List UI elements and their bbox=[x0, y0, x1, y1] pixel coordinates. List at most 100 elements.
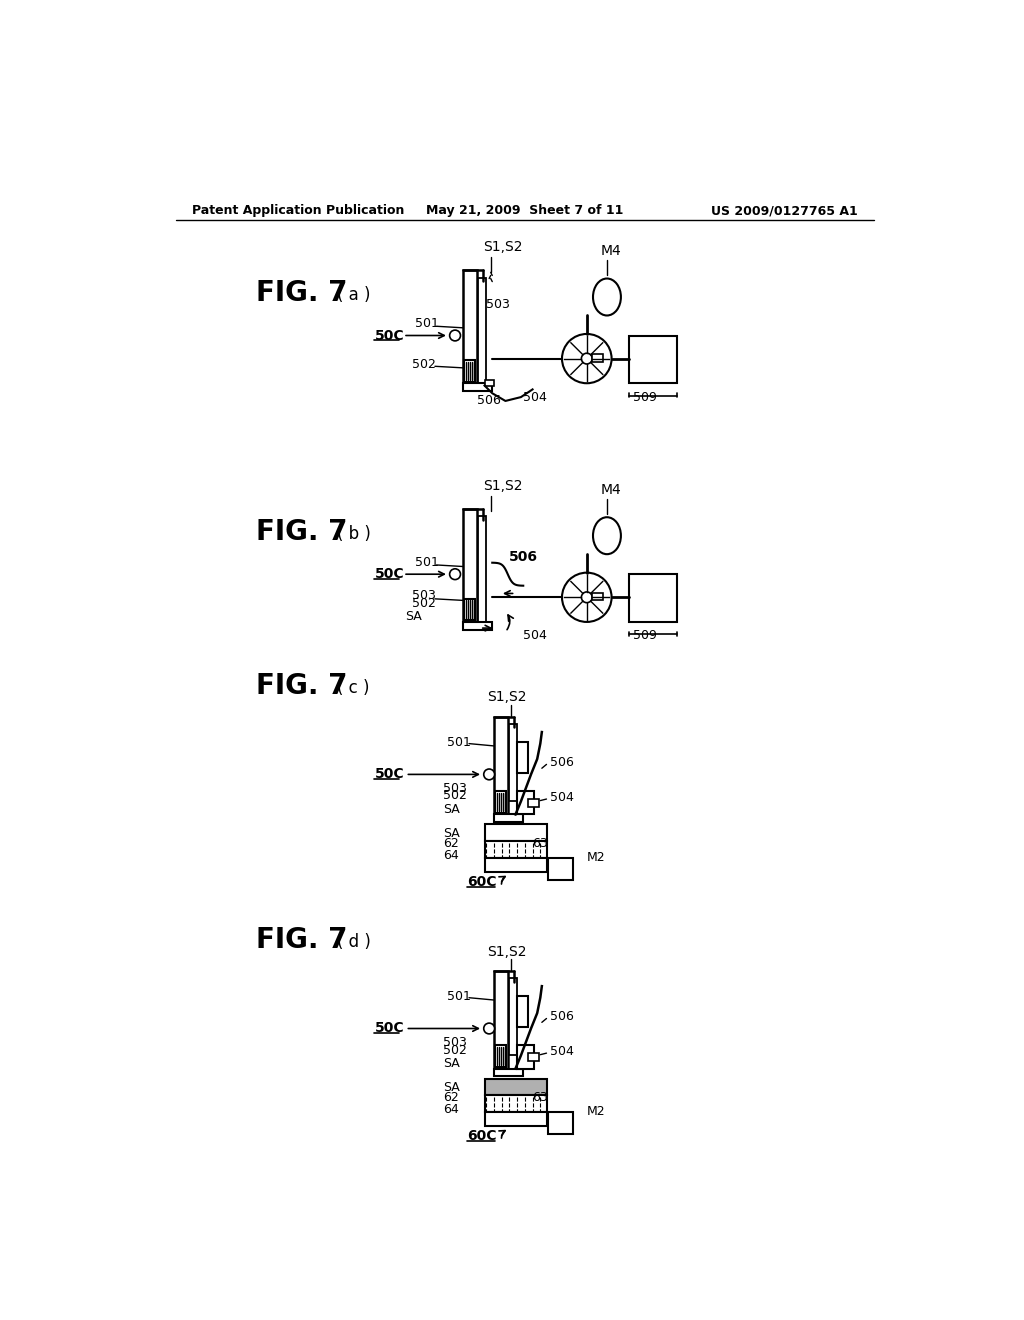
Text: FIG. 7: FIG. 7 bbox=[256, 925, 347, 954]
Text: 60C: 60C bbox=[467, 875, 497, 890]
Text: M2: M2 bbox=[587, 1105, 605, 1118]
Circle shape bbox=[582, 354, 592, 364]
Bar bbox=[464, 599, 475, 620]
Text: 50C: 50C bbox=[375, 329, 404, 342]
Bar bbox=[494, 1069, 523, 1076]
Bar bbox=[494, 814, 523, 822]
Circle shape bbox=[483, 770, 495, 780]
Text: 62: 62 bbox=[443, 837, 459, 850]
Bar bbox=[484, 380, 494, 387]
Text: 64: 64 bbox=[443, 849, 459, 862]
Ellipse shape bbox=[593, 279, 621, 315]
Bar bbox=[592, 354, 603, 362]
Text: 62: 62 bbox=[443, 1092, 459, 1105]
Bar bbox=[463, 383, 493, 391]
Text: 504: 504 bbox=[523, 391, 547, 404]
Bar bbox=[509, 978, 517, 1056]
Bar bbox=[463, 508, 477, 624]
Bar bbox=[517, 792, 535, 814]
Text: 64: 64 bbox=[443, 1102, 459, 1115]
Text: 63: 63 bbox=[532, 837, 548, 850]
Bar bbox=[496, 1045, 506, 1067]
Bar bbox=[528, 1053, 539, 1061]
Text: 502: 502 bbox=[443, 789, 467, 803]
Bar bbox=[496, 792, 506, 813]
Text: M4: M4 bbox=[601, 244, 622, 257]
Text: 503: 503 bbox=[486, 298, 510, 312]
Text: 504: 504 bbox=[550, 1045, 573, 1059]
Text: 503: 503 bbox=[443, 1036, 467, 1049]
Bar bbox=[509, 725, 517, 801]
Bar bbox=[478, 516, 486, 624]
Text: ( d ): ( d ) bbox=[337, 933, 371, 952]
Text: 50C: 50C bbox=[375, 1022, 404, 1035]
Text: May 21, 2009  Sheet 7 of 11: May 21, 2009 Sheet 7 of 11 bbox=[426, 205, 624, 218]
Bar bbox=[484, 841, 547, 858]
Text: SA: SA bbox=[443, 1056, 460, 1069]
Bar bbox=[464, 360, 475, 381]
Text: M2: M2 bbox=[587, 851, 605, 865]
Bar bbox=[484, 858, 547, 873]
Text: S1,S2: S1,S2 bbox=[487, 945, 527, 958]
Text: S1,S2: S1,S2 bbox=[487, 690, 527, 705]
Circle shape bbox=[582, 591, 592, 603]
Bar bbox=[484, 1113, 547, 1126]
Text: 501: 501 bbox=[415, 317, 438, 330]
Text: ( a ): ( a ) bbox=[337, 286, 371, 305]
Text: SA: SA bbox=[406, 610, 422, 623]
Circle shape bbox=[450, 330, 461, 341]
Text: 502: 502 bbox=[443, 1044, 467, 1056]
Text: 506: 506 bbox=[509, 550, 539, 564]
Text: ( c ): ( c ) bbox=[337, 680, 370, 697]
Text: 504: 504 bbox=[550, 791, 573, 804]
Text: S1,S2: S1,S2 bbox=[483, 479, 522, 492]
Ellipse shape bbox=[593, 517, 621, 554]
Text: 503: 503 bbox=[443, 781, 467, 795]
Text: 501: 501 bbox=[415, 556, 438, 569]
Text: 502: 502 bbox=[413, 358, 436, 371]
Text: 50C: 50C bbox=[375, 568, 404, 581]
Circle shape bbox=[562, 334, 611, 383]
Bar bbox=[630, 335, 678, 383]
Text: 60C: 60C bbox=[467, 1130, 497, 1143]
Text: 502: 502 bbox=[413, 597, 436, 610]
Bar bbox=[494, 717, 508, 817]
Text: ( b ): ( b ) bbox=[337, 525, 371, 543]
Bar bbox=[548, 1113, 572, 1134]
Text: M4: M4 bbox=[601, 483, 622, 496]
Text: S1,S2: S1,S2 bbox=[483, 240, 522, 253]
Text: 504: 504 bbox=[523, 630, 547, 643]
Bar bbox=[592, 593, 603, 601]
Text: 509: 509 bbox=[633, 391, 656, 404]
Text: 503: 503 bbox=[413, 589, 436, 602]
Text: US 2009/0127765 A1: US 2009/0127765 A1 bbox=[712, 205, 858, 218]
Bar bbox=[484, 1096, 547, 1113]
Text: 506: 506 bbox=[550, 756, 573, 770]
Text: FIG. 7: FIG. 7 bbox=[256, 672, 347, 700]
Bar bbox=[517, 1045, 535, 1069]
Text: 501: 501 bbox=[447, 990, 471, 1003]
Bar bbox=[630, 574, 678, 622]
Text: Patent Application Publication: Patent Application Publication bbox=[191, 205, 403, 218]
Circle shape bbox=[562, 573, 611, 622]
Bar bbox=[548, 858, 572, 880]
Bar bbox=[484, 825, 547, 841]
Bar bbox=[517, 997, 528, 1027]
Text: 509: 509 bbox=[633, 630, 656, 643]
Text: SA: SA bbox=[443, 803, 460, 816]
Text: SA: SA bbox=[443, 1081, 460, 1094]
Bar bbox=[484, 1078, 547, 1096]
Circle shape bbox=[450, 569, 461, 579]
Bar bbox=[494, 970, 508, 1071]
Text: FIG. 7: FIG. 7 bbox=[256, 517, 347, 546]
Text: SA: SA bbox=[443, 828, 460, 841]
Bar bbox=[528, 799, 539, 807]
Text: 63: 63 bbox=[532, 1092, 548, 1105]
Text: FIG. 7: FIG. 7 bbox=[256, 279, 347, 308]
Text: 506: 506 bbox=[550, 1010, 573, 1023]
Text: 506: 506 bbox=[477, 395, 501, 408]
Text: 501: 501 bbox=[447, 735, 471, 748]
Bar bbox=[463, 271, 477, 385]
Bar bbox=[478, 277, 486, 385]
Bar bbox=[517, 742, 528, 774]
